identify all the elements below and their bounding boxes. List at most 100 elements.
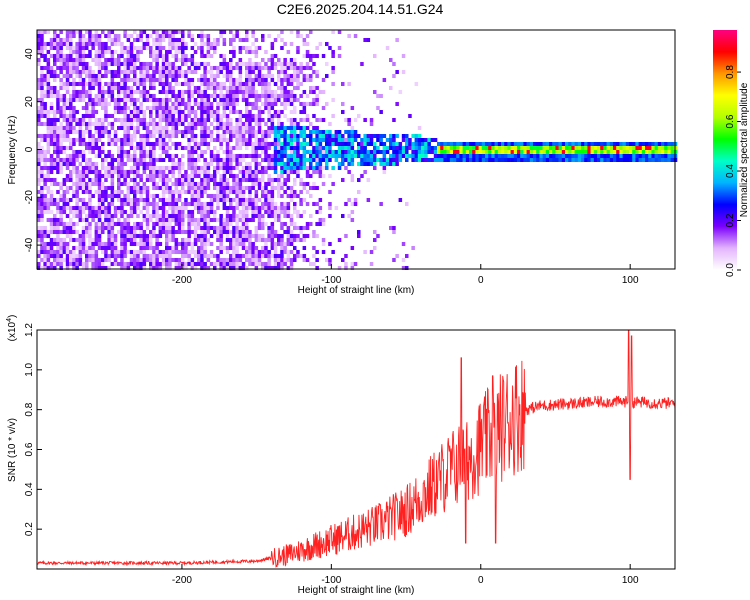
heatmap-cell <box>344 166 348 170</box>
heatmap-cell <box>334 130 339 134</box>
heatmap-cell <box>446 154 451 158</box>
heatmap-cell <box>113 98 118 102</box>
heatmap-cell <box>126 86 131 90</box>
heatmap-cell <box>261 158 265 162</box>
heatmap-cell <box>654 158 659 162</box>
heatmap-cell <box>248 58 252 62</box>
heatmap-cell <box>261 66 265 70</box>
heatmap-cell <box>97 50 102 54</box>
heatmap-cell <box>139 138 143 142</box>
heatmap-cell <box>328 190 332 194</box>
heatmap-cell <box>46 86 51 90</box>
heatmap-cell <box>296 214 300 218</box>
heatmap-cell <box>161 86 166 90</box>
heatmap-cell <box>456 154 460 158</box>
heatmap-cell <box>590 158 595 162</box>
heatmap-cell <box>139 158 143 162</box>
heatmap-cell <box>206 126 211 130</box>
heatmap-cell <box>248 230 252 234</box>
heatmap-cell <box>97 66 102 70</box>
heatmap-cell <box>213 182 217 186</box>
heatmap-cell <box>344 262 348 266</box>
heatmap-cell <box>373 146 377 150</box>
heatmap-cell <box>315 266 319 270</box>
heatmap-cell <box>142 158 147 162</box>
heatmap-cell <box>158 118 163 122</box>
heatmap-cell <box>129 254 134 258</box>
heatmap-cell <box>59 58 63 62</box>
heatmap-cell <box>222 262 227 266</box>
heatmap-cell <box>158 122 163 126</box>
heatmap-cell <box>443 146 447 150</box>
heatmap-cell <box>91 142 95 146</box>
heatmap-cell <box>46 258 51 262</box>
heatmap-cell <box>123 58 127 62</box>
heatmap-cell <box>59 138 63 142</box>
heatmap-cell <box>78 90 83 94</box>
heatmap-cell <box>49 90 54 94</box>
heatmap-cell <box>88 30 92 34</box>
heatmap-cell <box>97 82 102 86</box>
heatmap-cell <box>171 46 175 50</box>
heatmap-cell <box>494 150 499 154</box>
heatmap-cell <box>139 262 143 266</box>
heatmap-cell <box>209 134 214 138</box>
heatmap-cell <box>405 134 409 138</box>
heatmap-cell <box>200 98 204 102</box>
heatmap-cell <box>600 142 604 146</box>
heatmap-cell <box>433 146 438 150</box>
heatmap-cell <box>107 122 111 126</box>
heatmap-cell <box>283 138 287 142</box>
heatmap-cell <box>603 146 607 150</box>
heatmap-cell <box>577 146 582 150</box>
heatmap-cell <box>85 130 89 134</box>
heatmap-cell <box>280 30 284 34</box>
heatmap-cell <box>136 266 140 270</box>
heatmap-cell <box>46 158 51 162</box>
heatmap-cell <box>299 162 303 166</box>
heatmap-cell <box>37 230 41 234</box>
heatmap-cell <box>293 254 297 258</box>
heatmap-cell <box>88 238 92 242</box>
heatmap-cell <box>200 90 204 94</box>
heatmap-cell <box>120 78 124 82</box>
heatmap-cell <box>78 254 83 258</box>
heatmap-cell <box>254 50 259 54</box>
heatmap-cell <box>190 38 195 42</box>
heatmap-cell <box>49 190 54 194</box>
heatmap-cell <box>117 38 121 42</box>
heatmap-cell <box>283 106 287 110</box>
heatmap-cell <box>219 174 223 178</box>
heatmap-cell <box>526 158 531 162</box>
heatmap-cell <box>312 146 316 150</box>
heatmap-cell <box>472 158 476 162</box>
heatmap-cell <box>97 54 102 58</box>
heatmap-cell <box>193 226 198 230</box>
heatmap-cell <box>206 130 211 134</box>
heatmap-cell <box>344 202 348 206</box>
heatmap-cell <box>229 138 233 142</box>
heatmap-cell <box>120 126 124 130</box>
heatmap-cell <box>161 106 166 110</box>
heatmap-cell <box>312 254 316 258</box>
heatmap-cell <box>264 170 268 174</box>
heatmap-cell <box>270 202 275 206</box>
heatmap-cell <box>293 226 297 230</box>
heatmap-cell <box>152 150 156 154</box>
heatmap-cell <box>270 166 275 170</box>
heatmap-cell <box>200 214 204 218</box>
heatmap-cell <box>59 130 63 134</box>
heatmap-cell <box>488 154 492 158</box>
heatmap-cell <box>123 174 127 178</box>
heatmap-cell <box>168 234 172 238</box>
heatmap-cell <box>43 266 47 270</box>
heatmap-cell <box>536 146 540 150</box>
heatmap-cell <box>101 42 105 46</box>
heatmap-cell <box>238 146 243 150</box>
heatmap-cell <box>293 66 297 70</box>
heatmap-cell <box>270 162 275 166</box>
heatmap-cell <box>123 218 127 222</box>
heatmap-cell <box>382 166 387 170</box>
heatmap-cell <box>289 250 294 254</box>
heatmap-cell <box>225 74 230 78</box>
